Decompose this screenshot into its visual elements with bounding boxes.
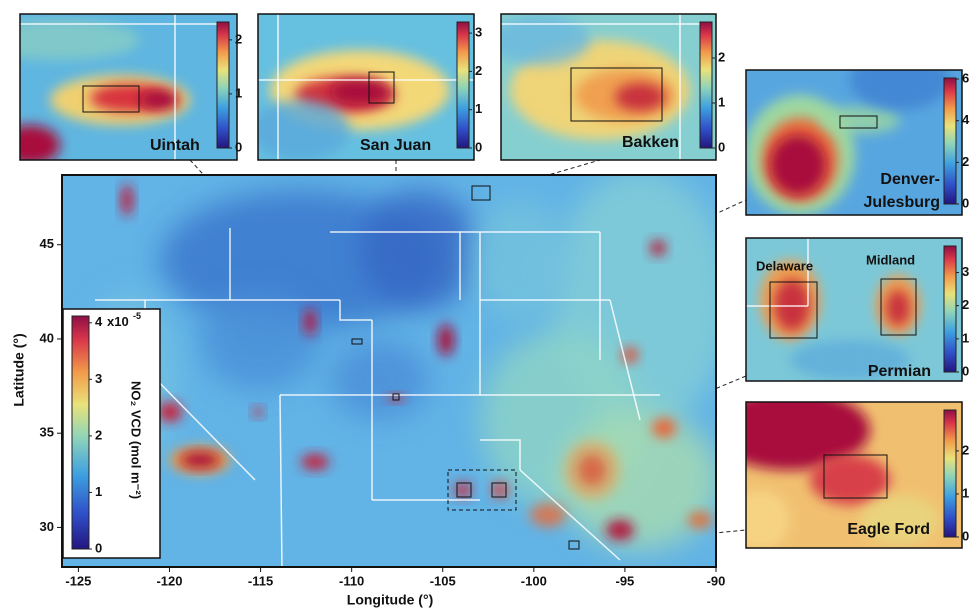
inset-label: Uintah [150,137,200,154]
colorbar-tick-label: 3 [95,371,102,386]
colorbar-multiplier: x10 [107,314,129,329]
no2-field [615,83,665,111]
colorbar-tick-label: 1 [962,330,969,345]
colorbar-tick-label: 1 [235,85,242,100]
colorbar-tick-label: 3 [962,264,969,279]
colorbar-tick-label: 2 [962,442,969,457]
colorbar-tick-label: 0 [962,528,969,543]
no2-field [820,106,900,134]
no2-field [304,308,316,336]
x-tick-label: -110 [339,573,364,588]
colorbar-tick-label: 2 [95,427,102,442]
colorbar-tick-label: 0 [962,363,969,378]
map-layer [745,50,962,215]
colorbar-tick-label: 1 [475,101,482,116]
no2-field [360,190,480,310]
no2-field [774,279,810,331]
colorbar-tick-label: 6 [962,70,969,85]
no2-field [770,135,826,195]
colorbar-tick-label: 1 [718,94,725,109]
colorbar [700,22,712,148]
no2-field [253,407,263,417]
no2-field [886,290,910,326]
colorbar [944,246,956,372]
x-tick-label: -95 [616,573,635,588]
colorbar [72,316,89,549]
no2-field [490,15,590,65]
colorbar-tick-label: 4 [962,112,970,127]
x-tick-label: -100 [521,573,547,588]
x-tick-label: -120 [156,573,182,588]
colorbar-tick-label: 0 [475,139,482,154]
inset-label: Permian [868,363,931,380]
x-tick-label: -105 [430,573,456,588]
no2-field [330,340,430,420]
no2-field [0,125,60,165]
colorbar-tick-label: 2 [475,63,482,78]
colorbar-tick-label: 2 [235,31,242,46]
colorbar-tick-label: 1 [95,484,102,499]
x-tick-label: -115 [248,573,273,588]
y-tick-label: 40 [40,330,54,345]
colorbar-tick-label: 0 [95,540,102,555]
no2-field [564,440,620,500]
no2-field [180,452,220,468]
colorbar-tick-label: 3 [475,25,482,40]
inset-label: Denver- [880,171,940,188]
map-layer [490,14,716,160]
no2-field [121,184,133,216]
map-layer [62,170,730,570]
no2-field [470,200,570,320]
inset-label: Bakken [622,134,679,151]
colorbar-tick-label: 0 [718,139,725,154]
colorbar-tick-label: 1 [962,485,969,500]
no2-field [650,240,666,256]
no2-field [730,490,790,550]
colorbar [217,22,229,148]
colorbar-tick-label: 2 [718,49,725,64]
no2-field [200,290,320,390]
colorbar [457,22,469,148]
y-axis-label: Latitude (°) [11,333,27,406]
no2-field [330,80,390,104]
no2-field [301,454,329,470]
colorbar [944,78,956,204]
basin-label: Delaware [756,258,813,273]
no2-field [140,90,180,110]
colorbar-tick-label: 2 [962,154,969,169]
inset-label: San Juan [360,137,431,154]
colorbar-tick-label: 2 [962,297,969,312]
y-tick-label: 35 [40,425,54,440]
x-tick-label: -90 [707,573,726,588]
x-tick-label: -125 [65,573,91,588]
inset-label: Julesburg [864,194,940,211]
colorbar-tick-label: 0 [962,195,969,210]
no2-field [652,418,676,438]
no2-field [688,512,712,528]
y-tick-label: 30 [40,519,54,534]
map-layer [0,14,237,165]
figure: -125-120-115-110-105-100-95-9030354045Lo… [0,0,972,610]
no2-field [850,50,950,110]
x-axis-label: Longitude (°) [347,592,433,608]
y-tick-label: 45 [40,236,54,251]
inset-label: Eagle Ford [847,521,930,538]
no2-field [438,324,454,356]
colorbar-tick-label: 0 [235,139,242,154]
colorbar-exponent: -5 [133,311,141,321]
colorbar-tick-label: 4 [95,314,103,329]
basin-label: Midland [866,252,915,267]
colorbar-label: NO₂ VCD (mol m⁻²) [129,381,144,499]
no2-field [158,402,182,422]
no2-field [250,100,350,160]
no2-field [606,520,634,540]
colorbar [944,410,956,537]
